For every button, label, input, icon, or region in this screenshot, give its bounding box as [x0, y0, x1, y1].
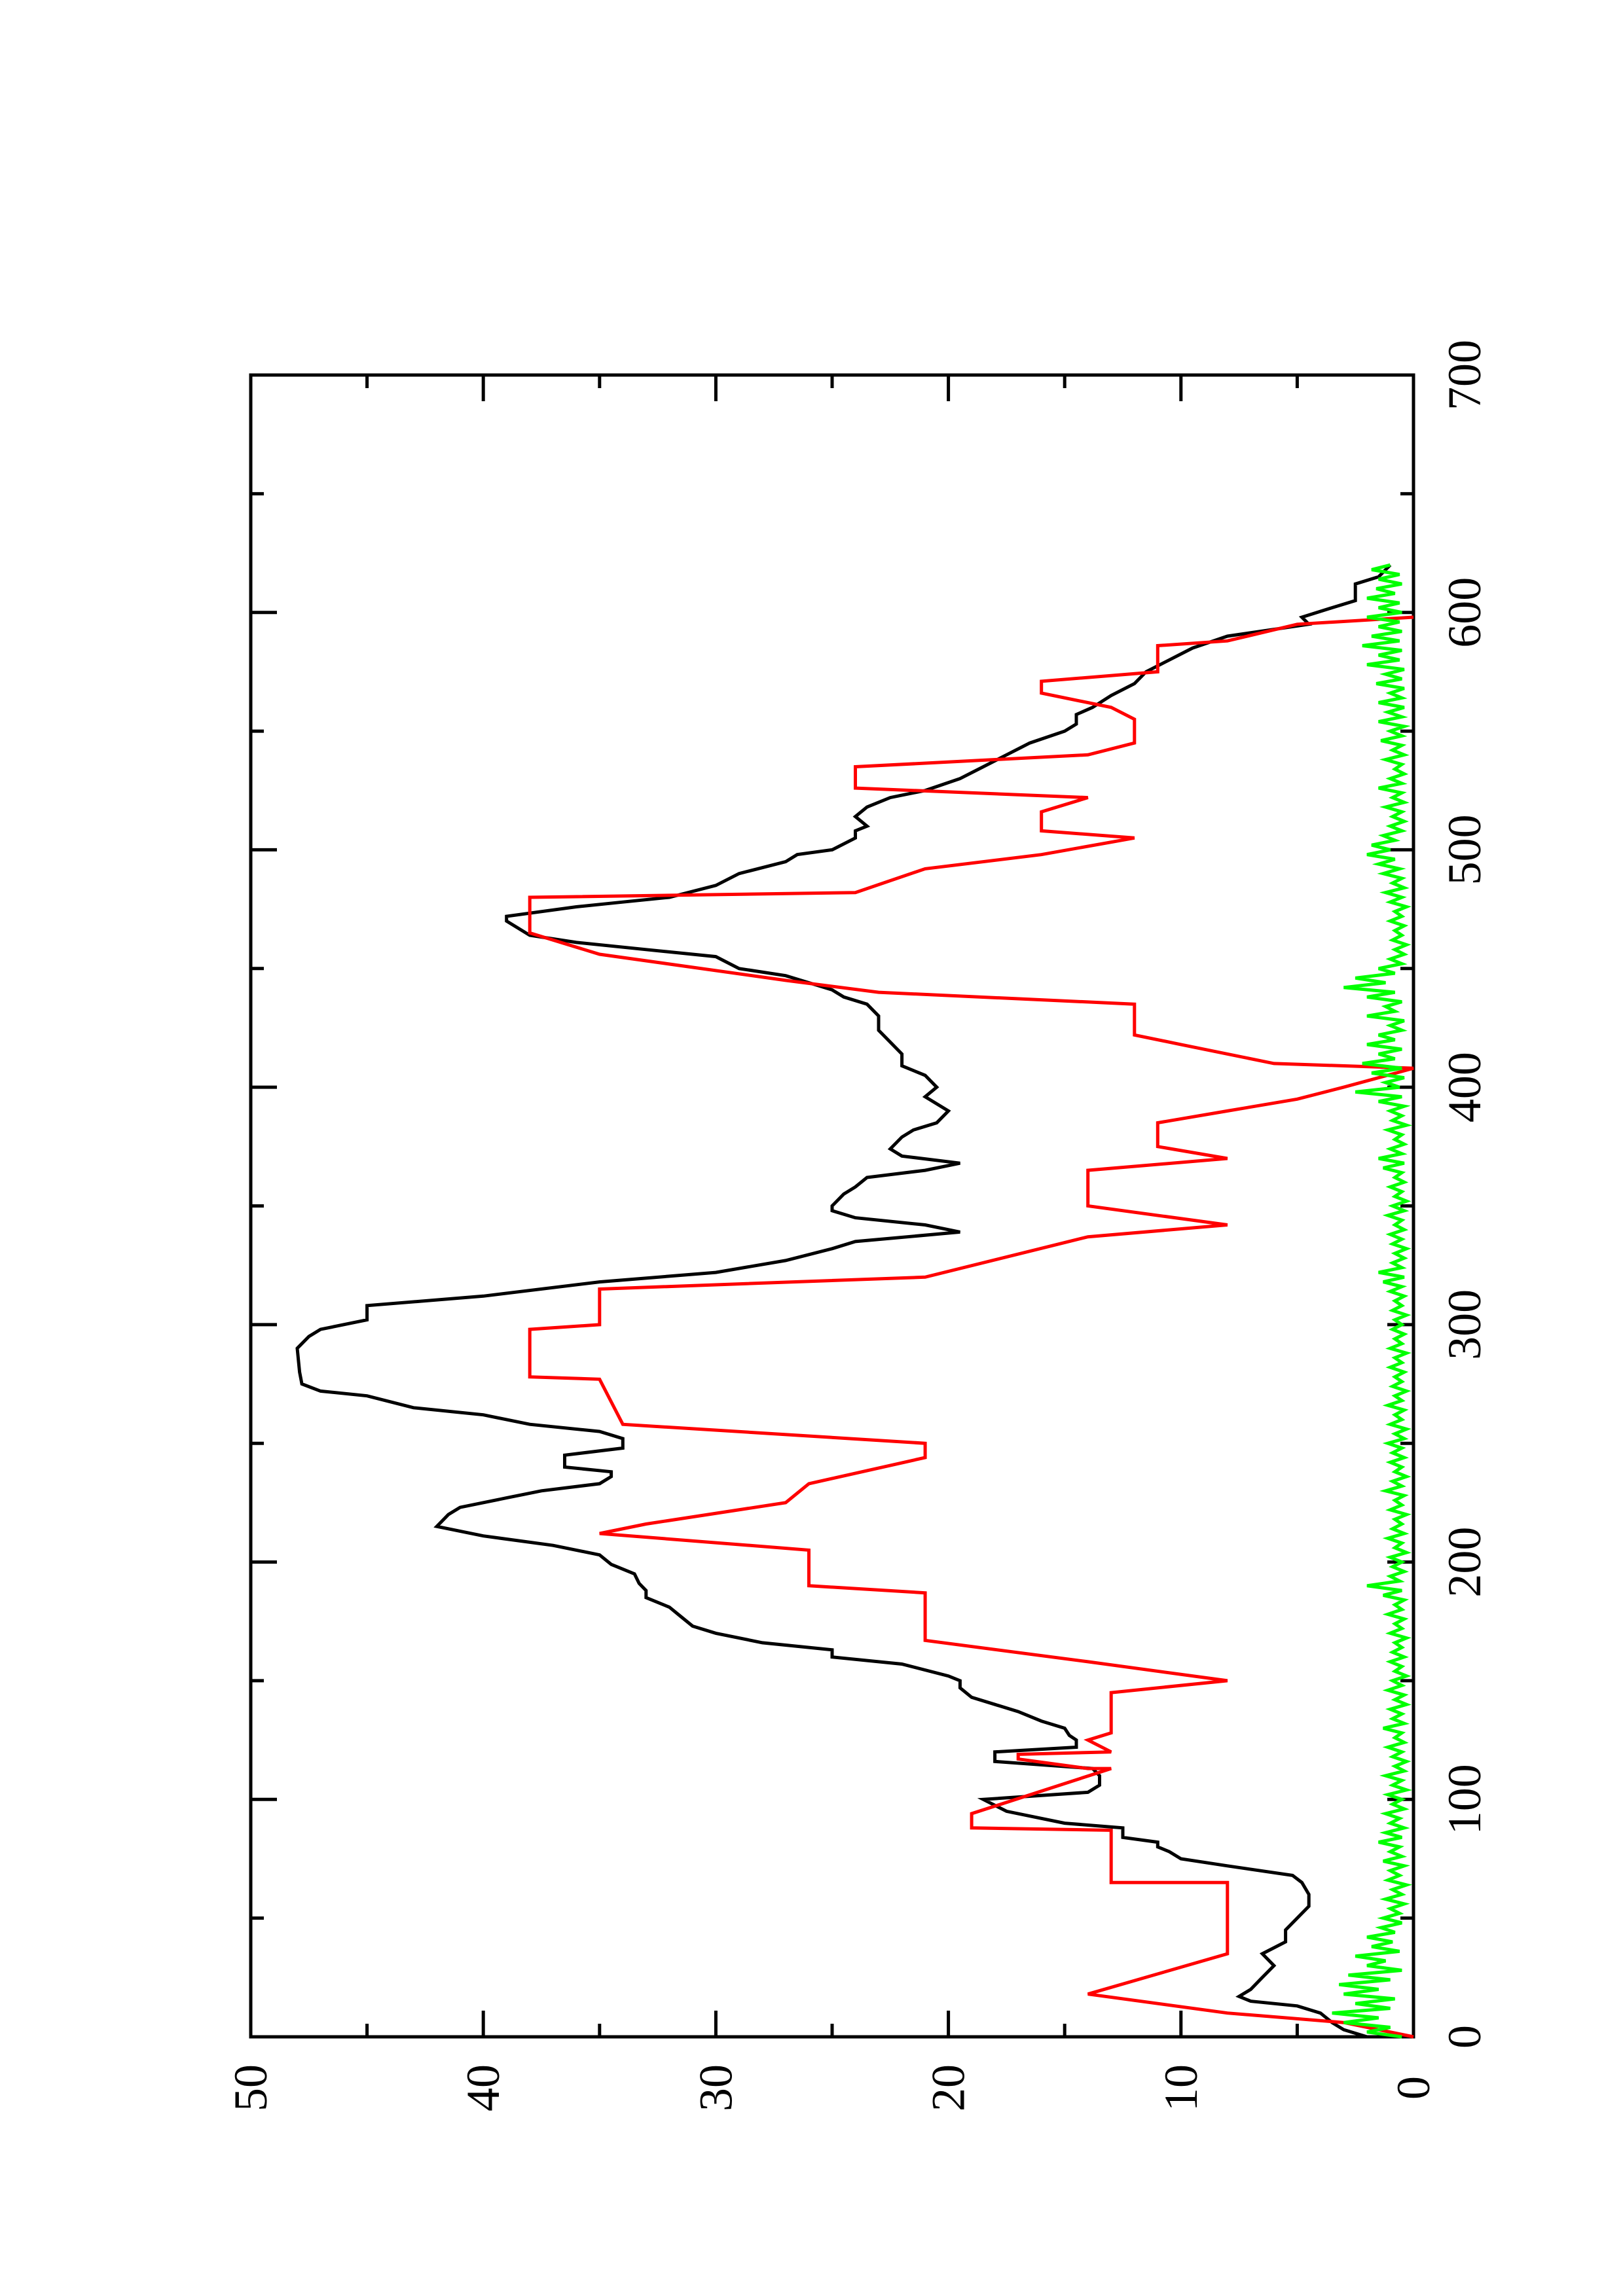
x-tick-label: 200 — [1438, 1527, 1491, 1598]
x-tick-label: 500 — [1438, 814, 1491, 885]
x-tick-label: 300 — [1438, 1289, 1491, 1360]
axis-tick-labels: 0 100 200 300 400 500 600 700 0 10 20 30 40 50 — [225, 340, 1491, 2111]
x-tick-label: 600 — [1438, 577, 1491, 648]
y-tick-label: 40 — [457, 2064, 509, 2111]
series-layer — [295, 563, 1414, 2039]
x-tick-label: 700 — [1438, 340, 1491, 410]
series-line-2 — [1332, 563, 1413, 2039]
x-tick-label: 0 — [1438, 2025, 1491, 2049]
series-line-1 — [528, 615, 1414, 2039]
y-tick-label: 20 — [922, 2064, 975, 2111]
x-tick-label: 100 — [1438, 1764, 1491, 1835]
x-tick-label: 400 — [1438, 1052, 1491, 1122]
y-tick-label: 0 — [1387, 2076, 1440, 2100]
y-tick-label: 10 — [1155, 2064, 1207, 2111]
y-tick-label: 30 — [689, 2064, 742, 2111]
y-tick-label: 50 — [225, 2064, 277, 2111]
series-line-0 — [295, 564, 1392, 2039]
